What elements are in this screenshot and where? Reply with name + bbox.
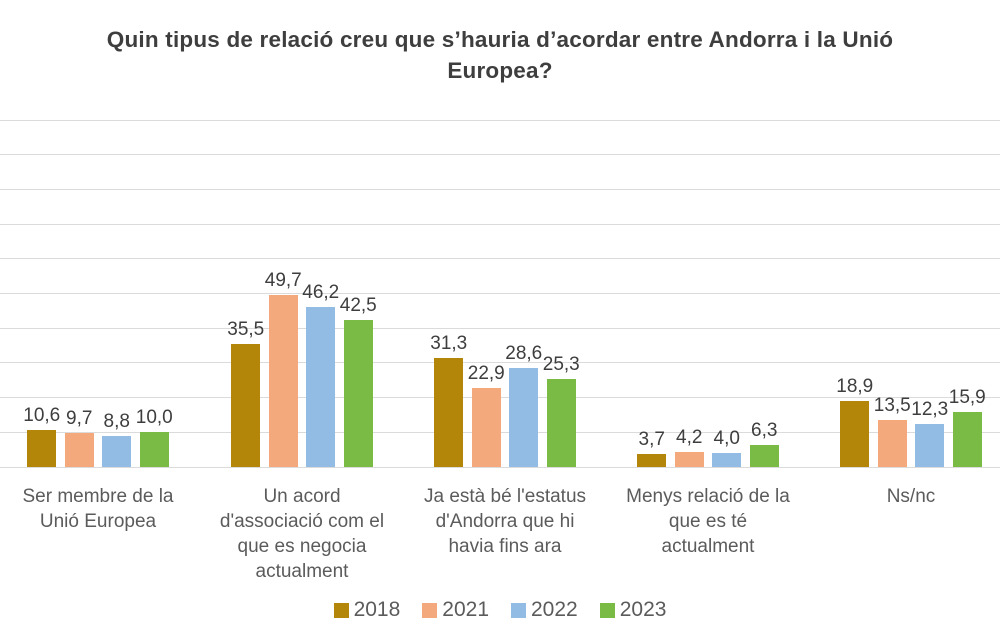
value-label-2023-cat3: 25,3 [542, 354, 580, 376]
bar-2022-cat4 [712, 453, 742, 467]
legend-swatch-2022 [511, 602, 526, 618]
value-label-2018-cat4: 3,7 [638, 429, 665, 451]
value-label-2022-cat2: 46,2 [302, 281, 340, 303]
bar-2022-cat5 [915, 424, 945, 467]
category-label-line: Un acord [263, 486, 341, 507]
chart-title-text: Quin tipus de relació creu que s’hauria … [106, 27, 894, 83]
value-label-2021-cat5: 13,5 [873, 395, 911, 417]
bar-2023-cat1 [139, 432, 169, 467]
category-label-line: que es negocia [237, 536, 367, 557]
value-label-2021-cat1: 9,7 [66, 408, 93, 430]
value-label-2018-cat2: 35,5 [227, 318, 265, 340]
gridline [0, 293, 1000, 294]
category-label-line: d'Andorra que hi [435, 511, 575, 532]
legend-item-2021: 2021 [422, 598, 489, 622]
legend-swatch-2023 [599, 602, 615, 618]
bar-2023-cat4 [749, 445, 779, 467]
gridline [0, 258, 1000, 260]
value-label-2022-cat4: 4,0 [713, 428, 740, 450]
bar-2023-cat2 [343, 319, 373, 467]
legend-label-2018: 2018 [353, 598, 401, 621]
bar-2021-cat2 [268, 294, 298, 467]
value-label-2018-cat3: 31,3 [430, 333, 468, 355]
value-label-2023-cat2: 42,5 [339, 294, 377, 316]
legend-item-2018: 2018 [333, 598, 401, 622]
category-label-2: Un acord d'associació com el que es negoci… [192, 484, 412, 584]
legend-label-2022: 2022 [531, 598, 578, 621]
bar-2018-cat4 [637, 454, 667, 467]
value-label-2022-cat3: 28,6 [505, 342, 543, 364]
category-label-3: Ja està bé l'estatus d'Andorra que hi havi… [395, 484, 615, 559]
legend-swatch-2018 [333, 602, 349, 618]
category-label-4: Menys relació de la que es té actualment [598, 484, 818, 559]
bar-2022-cat3 [509, 367, 539, 467]
category-label-line: que es té [668, 511, 748, 532]
bar-2022-cat2 [306, 306, 336, 467]
bar-2021-cat4 [674, 452, 704, 467]
legend-label-2021: 2021 [442, 598, 489, 621]
legend-item-2022: 2022 [511, 598, 578, 622]
value-label-2023-cat5: 15,9 [948, 386, 986, 408]
value-label-2021-cat3: 22,9 [467, 362, 505, 384]
gridline [0, 188, 1000, 190]
value-label-2022-cat5: 12,3 [911, 399, 949, 421]
bar-2022-cat1 [102, 436, 132, 467]
value-label-2023-cat4: 6,3 [751, 420, 778, 442]
category-label-line: actualment [255, 561, 349, 582]
category-label-line: havia fins ara [448, 536, 562, 557]
gridline [0, 362, 1000, 364]
category-label-line: actualment [661, 536, 755, 557]
category-label-line: Ja està bé l'estatus [423, 486, 587, 507]
category-label-line: d'associació com el [219, 511, 385, 532]
gridline [0, 154, 1000, 156]
bar-2018-cat3 [434, 358, 464, 467]
bar-2023-cat3 [546, 379, 576, 467]
bar-2018-cat1 [27, 430, 57, 467]
bar-2021-cat3 [471, 387, 501, 467]
gridline [0, 119, 1000, 121]
bar-2018-cat2 [231, 343, 261, 467]
value-label-2018-cat5: 18,9 [836, 376, 874, 398]
bar-2021-cat1 [64, 433, 94, 467]
category-label-line: Ser membre de la [22, 486, 174, 507]
value-label-2023-cat1: 10,0 [135, 407, 173, 429]
legend-swatch-2021 [422, 602, 438, 618]
gridline [0, 466, 1000, 468]
legend-item-2023: 2023 [599, 598, 667, 622]
gridline [0, 223, 1000, 225]
value-label-2021-cat4: 4,2 [676, 427, 703, 449]
category-label-line: Menys relació de la [626, 486, 790, 507]
gridline [0, 327, 1000, 329]
value-label-2018-cat1: 10,6 [23, 405, 61, 427]
legend-label-2023: 2023 [619, 598, 667, 621]
category-label-5: Ns/nc [801, 484, 1000, 509]
legend: 2018 2021 2022 2023 [0, 598, 1000, 622]
category-label-line: Unió Europea [39, 511, 157, 532]
chart-title: Quin tipus de relació creu que s’hauria … [0, 24, 1000, 86]
bar-2021-cat5 [877, 420, 907, 467]
category-label-1: Ser membre de la Unió Europea [0, 484, 208, 534]
bar-2023-cat5 [952, 411, 982, 467]
value-label-2021-cat2: 49,7 [264, 269, 302, 291]
value-label-2022-cat1: 8,8 [103, 411, 130, 433]
category-label-line: Ns/nc [886, 486, 936, 507]
bar-2018-cat5 [840, 401, 870, 467]
